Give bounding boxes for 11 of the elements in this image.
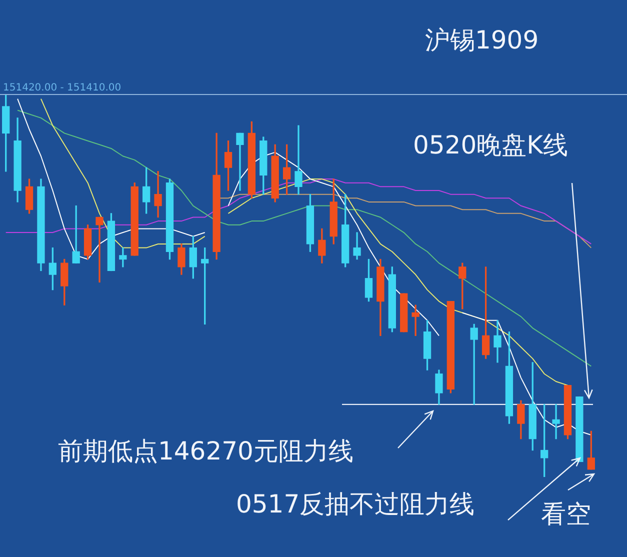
candlestick	[236, 132, 244, 191]
text: 0517反抽不过阻力线	[236, 490, 475, 518]
candlestick	[96, 216, 104, 283]
chart-title: 沪锡1909	[425, 26, 539, 54]
candlestick	[552, 404, 560, 440]
candlestick	[412, 304, 420, 336]
text: 看空	[541, 500, 591, 528]
candlestick	[294, 125, 302, 195]
text: 151420.00 - 151410.00	[3, 82, 122, 94]
annotation: 前期低点146270元阻力线	[58, 436, 354, 466]
annotation: 0520晚盘K线	[413, 130, 568, 160]
